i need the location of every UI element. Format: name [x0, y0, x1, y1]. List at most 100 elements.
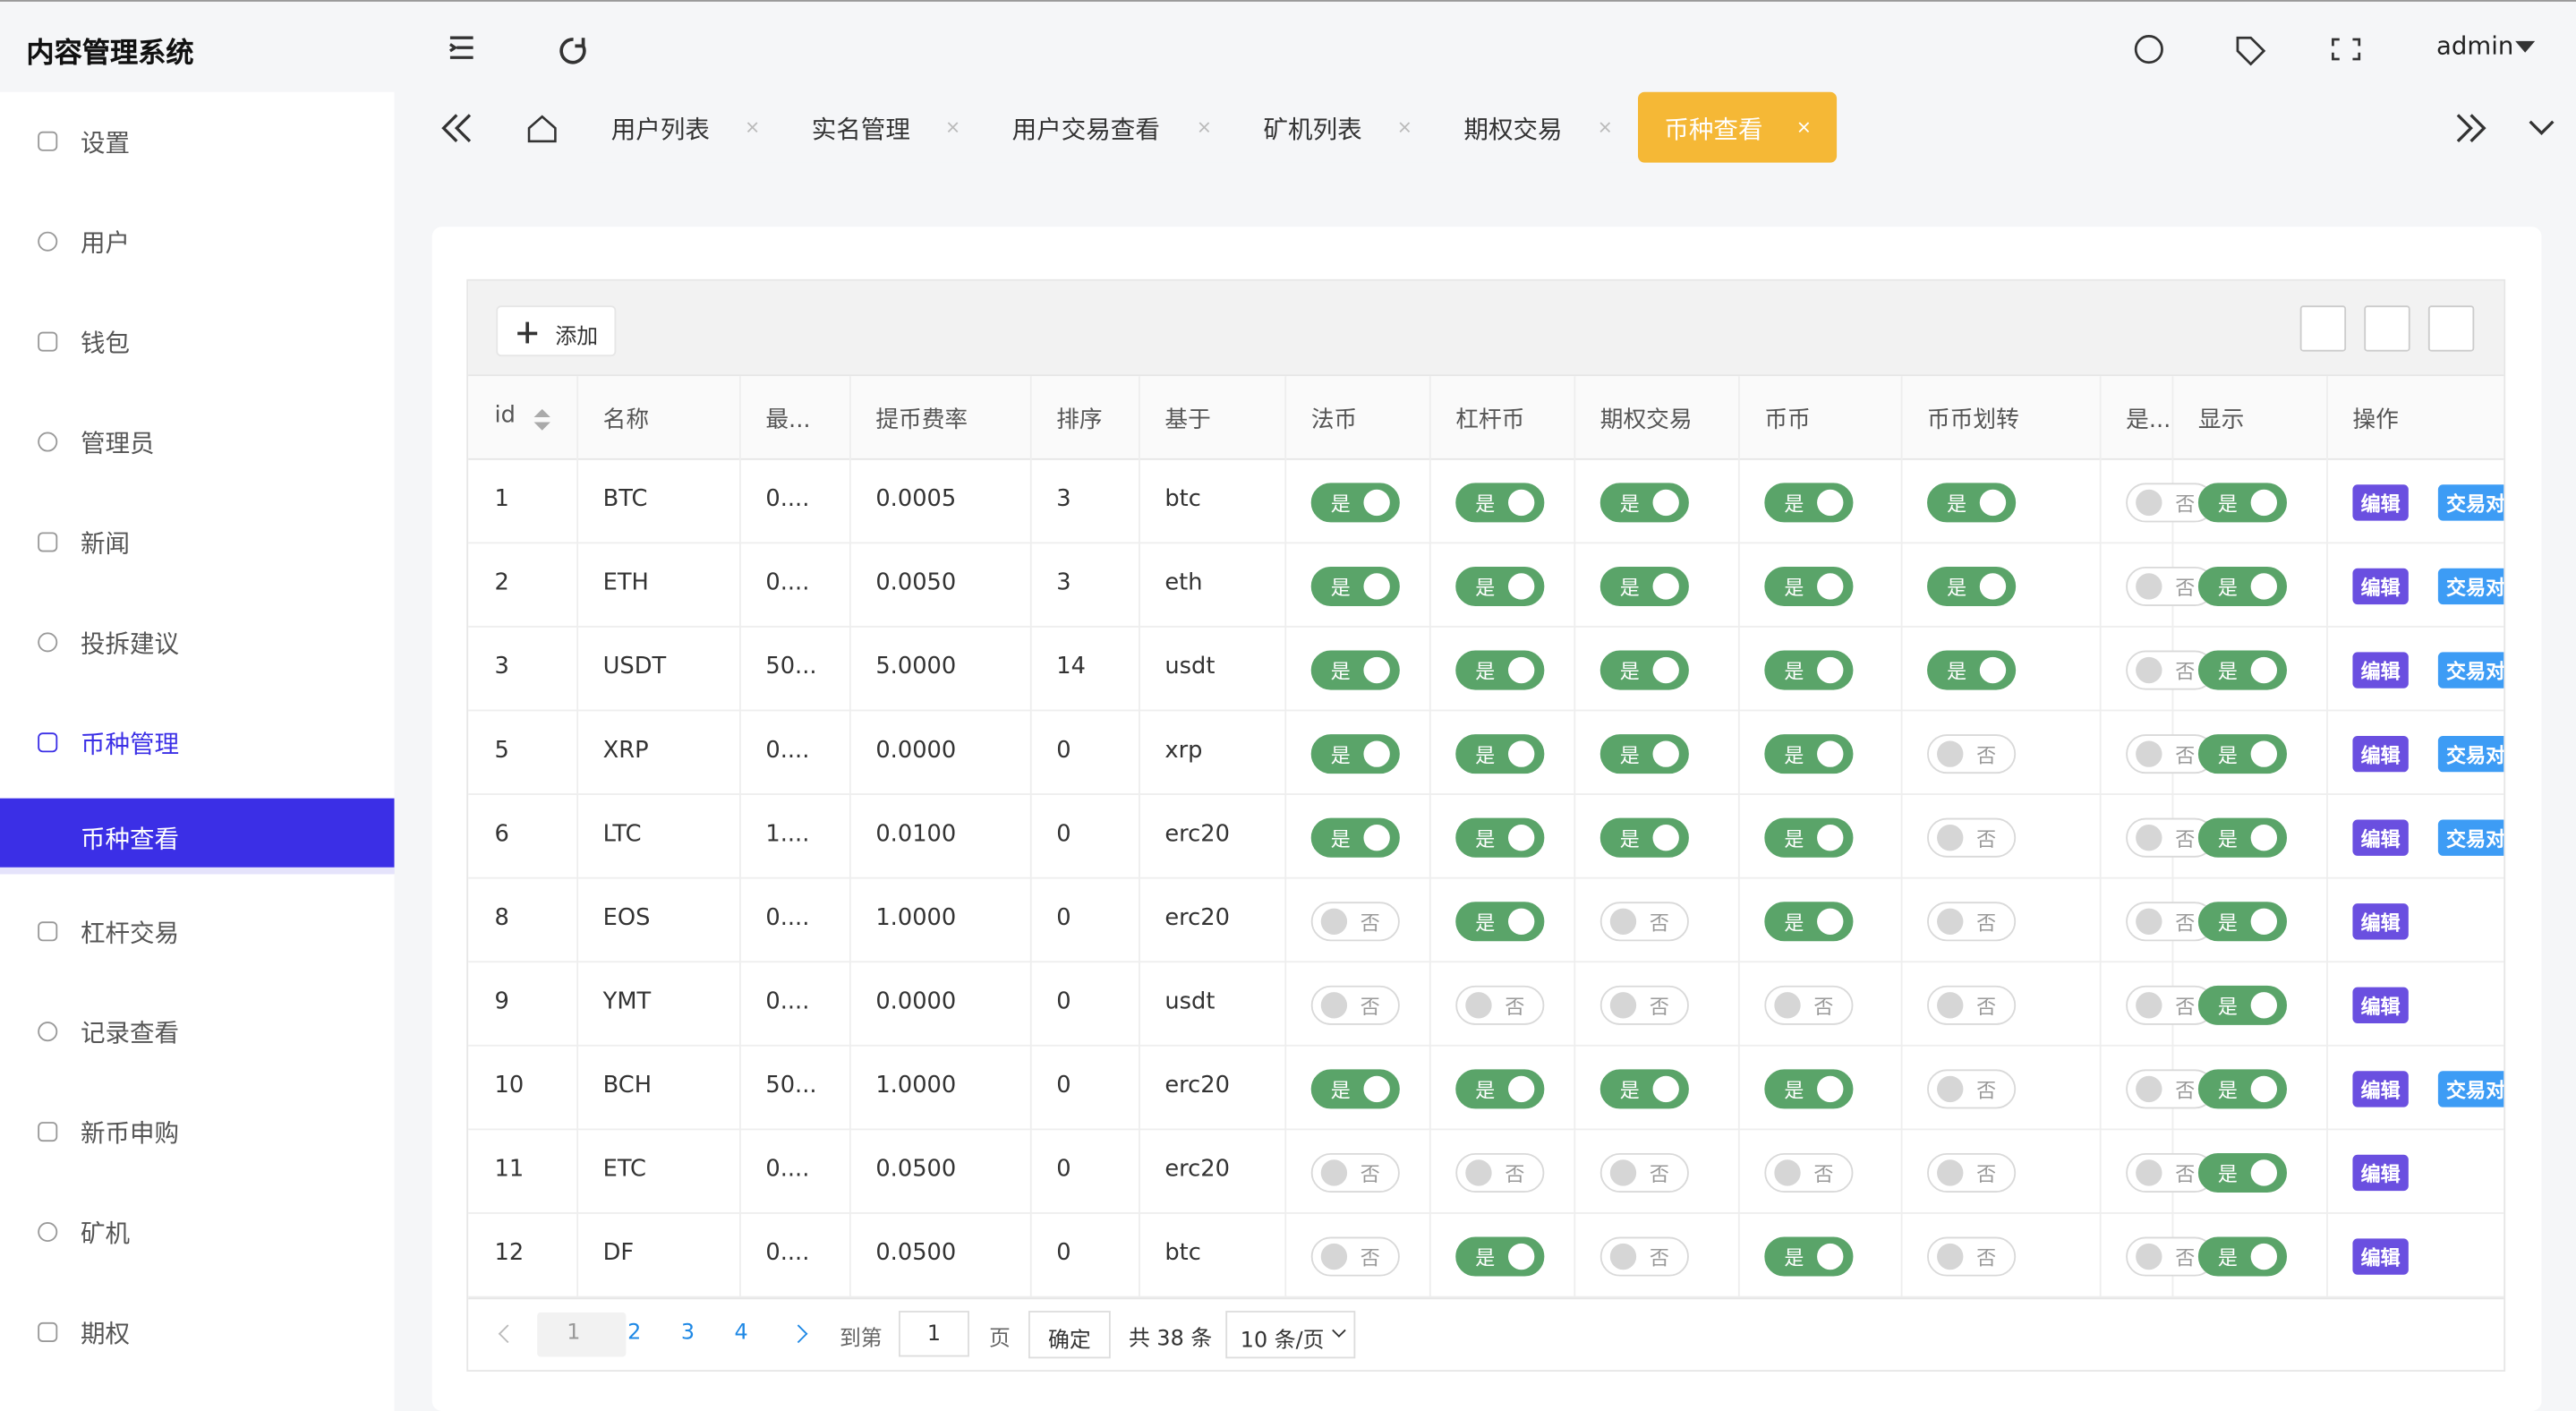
switch[interactable]: 是: [1599, 483, 1689, 523]
action-button[interactable]: 交易对: [2437, 652, 2504, 688]
switch[interactable]: 是: [1455, 1236, 1545, 1277]
menu-item[interactable]: 管理员: [80, 428, 155, 458]
menu-item[interactable]: 投拆建议: [80, 629, 180, 659]
switch[interactable]: 否: [1764, 985, 1854, 1025]
switch[interactable]: 是: [1764, 902, 1854, 942]
switch[interactable]: 是: [1599, 650, 1689, 690]
action-button[interactable]: 编辑: [2352, 484, 2409, 521]
action-button[interactable]: 编辑: [2352, 1071, 2409, 1107]
menu-item[interactable]: 矿机: [80, 1219, 131, 1249]
tab[interactable]: 用户列表: [584, 91, 786, 163]
switch[interactable]: 是: [1455, 650, 1545, 690]
switch[interactable]: 是: [1764, 566, 1854, 607]
switch[interactable]: 否: [1764, 1152, 1854, 1193]
switch[interactable]: 否: [1927, 985, 2017, 1025]
switch[interactable]: 是: [1764, 483, 1854, 523]
switch[interactable]: 否: [2126, 1152, 2215, 1193]
toolbar-icon-button[interactable]: [2427, 305, 2475, 352]
switch[interactable]: 否: [2126, 1236, 2215, 1277]
action-button[interactable]: 编辑: [2352, 987, 2409, 1024]
page-number[interactable]: 4: [734, 1321, 748, 1346]
switch[interactable]: 是: [1599, 817, 1689, 858]
add-button[interactable]: 添加: [496, 305, 617, 357]
action-button[interactable]: 交易对: [2437, 568, 2504, 605]
switch[interactable]: 否: [1599, 1152, 1689, 1193]
switch[interactable]: 否: [1310, 1152, 1400, 1193]
menu-item[interactable]: 新闻: [80, 528, 131, 559]
tab-active[interactable]: 币种查看: [1637, 91, 1838, 163]
switch[interactable]: 否: [1310, 902, 1400, 942]
tab[interactable]: 实名管理: [785, 91, 986, 163]
switch[interactable]: 是: [1764, 650, 1854, 690]
menu-item[interactable]: 币种管理: [80, 729, 180, 759]
action-button[interactable]: 交易对: [2437, 484, 2504, 521]
switch[interactable]: 是: [2197, 902, 2288, 942]
page-size-select[interactable]: 10 条/页: [1225, 1311, 1356, 1359]
action-button[interactable]: 编辑: [2352, 735, 2409, 773]
menu-item[interactable]: 记录查看: [80, 1018, 180, 1048]
switch[interactable]: 是: [1455, 566, 1545, 607]
page-number[interactable]: 3: [680, 1321, 695, 1346]
switch[interactable]: 否: [2126, 483, 2215, 523]
submenu-item[interactable]: 币种查看: [80, 825, 180, 855]
switch[interactable]: 是: [1310, 566, 1400, 607]
menu-item[interactable]: 期权: [80, 1319, 131, 1349]
switch[interactable]: 否: [1599, 985, 1689, 1025]
switch[interactable]: 是: [2197, 566, 2288, 607]
switch[interactable]: 是: [1310, 483, 1400, 523]
switch[interactable]: 是: [1310, 1069, 1400, 1109]
menu-item[interactable]: 新币申购: [80, 1118, 180, 1149]
switch[interactable]: 是: [2197, 1152, 2288, 1193]
toolbar-icon-button[interactable]: [2299, 305, 2347, 352]
switch[interactable]: 否: [1927, 734, 2017, 774]
switch[interactable]: 是: [1455, 817, 1545, 858]
action-button[interactable]: 交易对: [2437, 1071, 2504, 1107]
menu-item[interactable]: 用户: [80, 228, 131, 259]
switch[interactable]: 否: [1599, 902, 1689, 942]
action-button[interactable]: 编辑: [2352, 903, 2409, 940]
action-button[interactable]: 编辑: [2352, 1154, 2409, 1192]
switch[interactable]: 是: [1310, 817, 1400, 858]
switch[interactable]: 是: [1927, 483, 2017, 523]
switch[interactable]: 是: [1310, 650, 1400, 690]
tab[interactable]: 矿机列表: [1237, 91, 1438, 163]
switch[interactable]: 是: [2197, 1069, 2288, 1109]
switch[interactable]: 是: [2197, 817, 2288, 858]
switch[interactable]: 是: [1455, 1069, 1545, 1109]
switch[interactable]: 否: [1599, 1236, 1689, 1277]
user-name[interactable]: admin: [2436, 30, 2514, 61]
switch[interactable]: 否: [1927, 1069, 2017, 1109]
action-button[interactable]: 交易对: [2437, 735, 2504, 773]
switch[interactable]: 是: [1455, 734, 1545, 774]
switch[interactable]: 是: [1599, 1069, 1689, 1109]
switch[interactable]: 是: [1927, 650, 2017, 690]
tab[interactable]: 期权交易: [1437, 91, 1638, 163]
switch[interactable]: 否: [1927, 1152, 2017, 1193]
menu-item[interactable]: 设置: [80, 128, 131, 158]
switch[interactable]: 是: [1310, 734, 1400, 774]
action-button[interactable]: 编辑: [2352, 652, 2409, 688]
page-input[interactable]: 1: [899, 1311, 969, 1357]
switch[interactable]: 是: [1455, 483, 1545, 523]
switch[interactable]: 否: [1310, 1236, 1400, 1277]
switch[interactable]: 否: [1927, 817, 2017, 858]
switch[interactable]: 是: [1764, 817, 1854, 858]
switch[interactable]: 否: [1455, 985, 1545, 1025]
confirm-button[interactable]: 确定: [1028, 1311, 1111, 1359]
action-button[interactable]: 交易对: [2437, 819, 2504, 856]
switch[interactable]: 是: [1764, 1069, 1854, 1109]
action-button[interactable]: 编辑: [2352, 1238, 2409, 1275]
menu-item[interactable]: 钱包: [80, 328, 131, 358]
switch[interactable]: 是: [2197, 734, 2288, 774]
switch[interactable]: 否: [1455, 1152, 1545, 1193]
action-button[interactable]: 编辑: [2352, 568, 2409, 605]
switch[interactable]: 是: [1599, 734, 1689, 774]
switch[interactable]: 是: [2197, 1236, 2288, 1277]
switch[interactable]: 否: [1927, 902, 2017, 942]
switch[interactable]: 是: [2197, 985, 2288, 1025]
switch[interactable]: 是: [2197, 483, 2288, 523]
switch[interactable]: 是: [2197, 650, 2288, 690]
switch[interactable]: 是: [1764, 734, 1854, 774]
page-number[interactable]: 2: [627, 1321, 642, 1346]
switch[interactable]: 是: [1927, 566, 2017, 607]
